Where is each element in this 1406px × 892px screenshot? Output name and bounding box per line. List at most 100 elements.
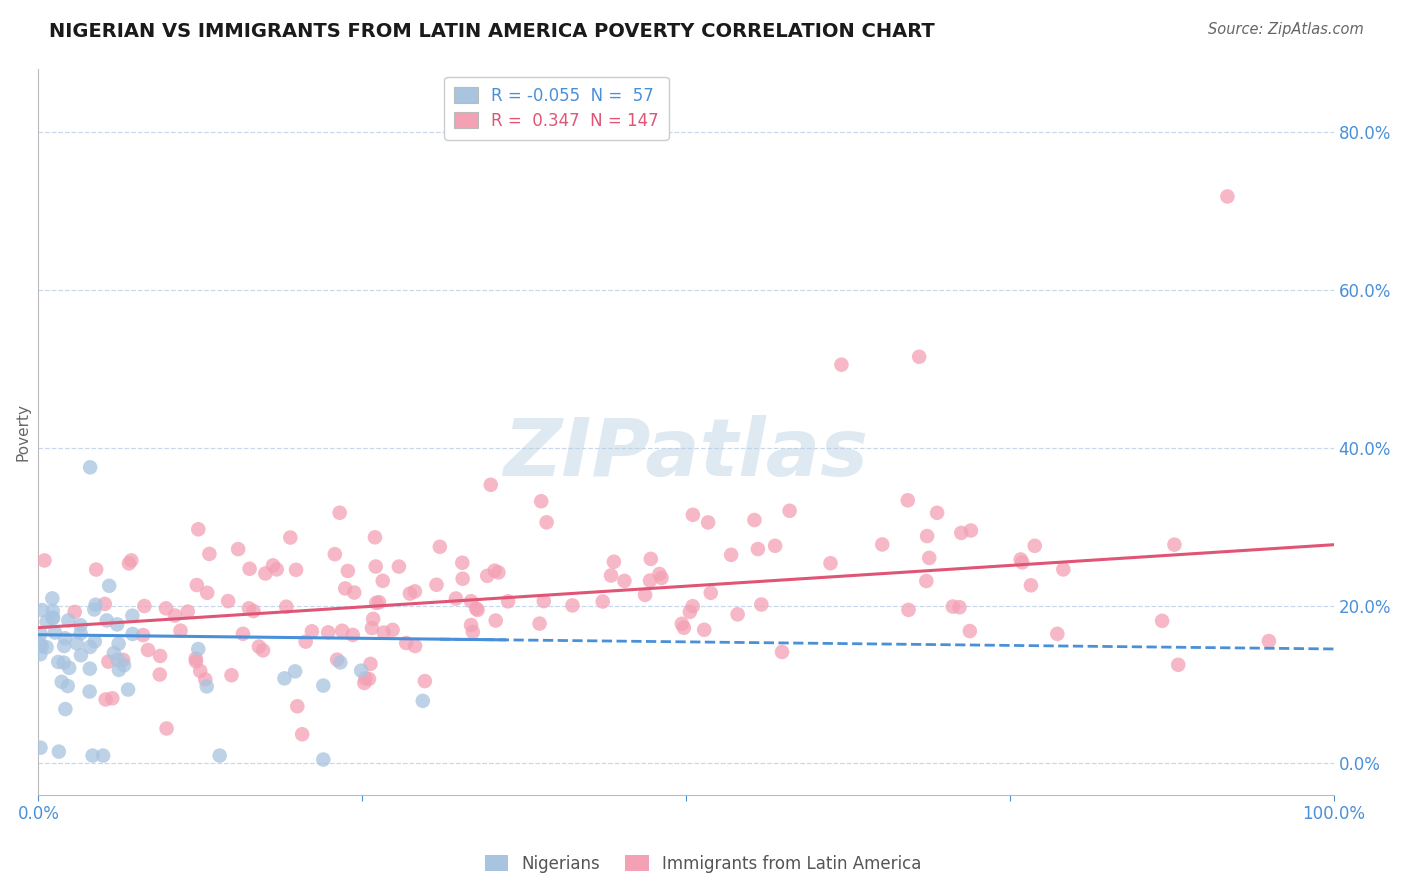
Point <box>30 627 52 641</box>
Point <box>1152 614 1174 628</box>
Point <box>915 574 938 588</box>
Point <box>70 648 93 663</box>
Point <box>31 640 53 654</box>
Point <box>232 627 254 641</box>
Point <box>693 623 716 637</box>
Point <box>254 566 277 581</box>
Point <box>42 611 65 625</box>
Point <box>671 616 693 631</box>
Point <box>155 722 177 736</box>
Point <box>329 506 352 520</box>
Point <box>105 617 128 632</box>
Point <box>284 665 307 679</box>
Point <box>1167 657 1189 672</box>
Point <box>529 616 551 631</box>
Point <box>1019 578 1042 592</box>
Point <box>484 564 506 578</box>
Point <box>217 594 239 608</box>
Point <box>679 605 702 619</box>
Point <box>112 653 135 667</box>
Point <box>697 516 720 530</box>
Point <box>682 508 704 522</box>
Point <box>354 671 377 685</box>
Point <box>1257 634 1279 648</box>
Point <box>1216 189 1239 203</box>
Point <box>186 578 208 592</box>
Point <box>83 602 105 616</box>
Point <box>425 578 447 592</box>
Point <box>948 600 970 615</box>
Point <box>79 662 101 676</box>
Point <box>451 572 474 586</box>
Point <box>682 599 704 614</box>
Point <box>101 691 124 706</box>
Point <box>465 601 488 615</box>
Point <box>184 654 207 668</box>
Point <box>530 494 553 508</box>
Point <box>361 621 384 635</box>
Point <box>56 679 79 693</box>
Point <box>638 574 661 588</box>
Point <box>361 612 384 626</box>
Point <box>51 674 73 689</box>
Point <box>136 643 159 657</box>
Point <box>169 624 191 638</box>
Legend: Nigerians, Immigrants from Latin America: Nigerians, Immigrants from Latin America <box>478 848 928 880</box>
Point <box>770 645 793 659</box>
Point <box>640 552 662 566</box>
Point <box>342 628 364 642</box>
Point <box>53 639 76 653</box>
Point <box>364 559 387 574</box>
Point <box>187 642 209 657</box>
Point <box>118 557 141 571</box>
Point <box>278 531 301 545</box>
Point <box>94 692 117 706</box>
Point <box>486 566 509 580</box>
Point <box>177 605 200 619</box>
Point <box>58 614 80 628</box>
Point <box>262 558 284 573</box>
Point <box>960 524 983 538</box>
Point <box>651 571 673 585</box>
Point <box>30 647 52 661</box>
Point <box>330 624 353 638</box>
Point <box>239 562 262 576</box>
Point <box>134 599 156 613</box>
Point <box>908 350 931 364</box>
Text: NIGERIAN VS IMMIGRANTS FROM LATIN AMERICA POVERTY CORRELATION CHART: NIGERIAN VS IMMIGRANTS FROM LATIN AMERIC… <box>49 22 935 41</box>
Point <box>779 504 801 518</box>
Point <box>357 672 380 686</box>
Point <box>273 672 295 686</box>
Point <box>35 640 58 655</box>
Point <box>399 586 422 600</box>
Point <box>79 460 101 475</box>
Point <box>276 599 298 614</box>
Point <box>252 643 274 657</box>
Point <box>918 550 941 565</box>
Point <box>335 582 357 596</box>
Point <box>163 608 186 623</box>
Point <box>700 586 723 600</box>
Point <box>744 513 766 527</box>
Point <box>950 525 973 540</box>
Point <box>98 579 121 593</box>
Point <box>83 634 105 648</box>
Point <box>343 585 366 599</box>
Point <box>747 542 769 557</box>
Point <box>353 676 375 690</box>
Point <box>329 656 352 670</box>
Point <box>155 601 177 615</box>
Point <box>149 648 172 663</box>
Point <box>53 632 76 646</box>
Point <box>66 636 89 650</box>
Point <box>350 664 373 678</box>
Point <box>395 636 418 650</box>
Point <box>897 493 920 508</box>
Point <box>959 624 981 638</box>
Point <box>226 542 249 557</box>
Point <box>187 522 209 536</box>
Point <box>121 627 143 641</box>
Point <box>749 598 772 612</box>
Point <box>44 625 66 640</box>
Point <box>485 614 508 628</box>
